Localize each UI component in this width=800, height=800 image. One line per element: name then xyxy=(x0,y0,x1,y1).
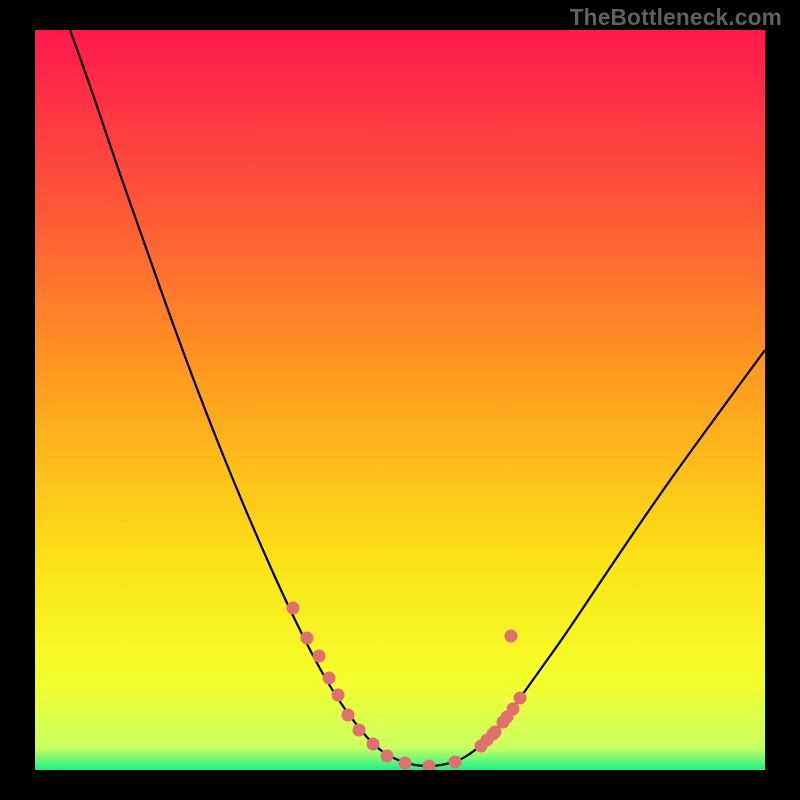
data-marker xyxy=(399,757,412,770)
data-marker xyxy=(367,738,380,751)
watermark-text: TheBottleneck.com xyxy=(570,4,782,31)
data-marker xyxy=(505,630,518,643)
data-marker xyxy=(323,672,336,685)
data-marker xyxy=(301,632,314,645)
data-marker xyxy=(332,689,345,702)
data-marker xyxy=(353,724,366,737)
bottleneck-curve xyxy=(70,30,765,766)
data-marker xyxy=(287,602,300,615)
outer-frame: TheBottleneck.com xyxy=(0,0,800,800)
data-marker xyxy=(514,692,527,705)
data-marker xyxy=(507,703,520,716)
data-marker xyxy=(313,650,326,663)
chart-svg xyxy=(0,0,800,800)
data-marker xyxy=(342,709,355,722)
data-marker xyxy=(381,750,394,763)
data-marker xyxy=(423,760,436,773)
data-marker xyxy=(449,756,462,769)
